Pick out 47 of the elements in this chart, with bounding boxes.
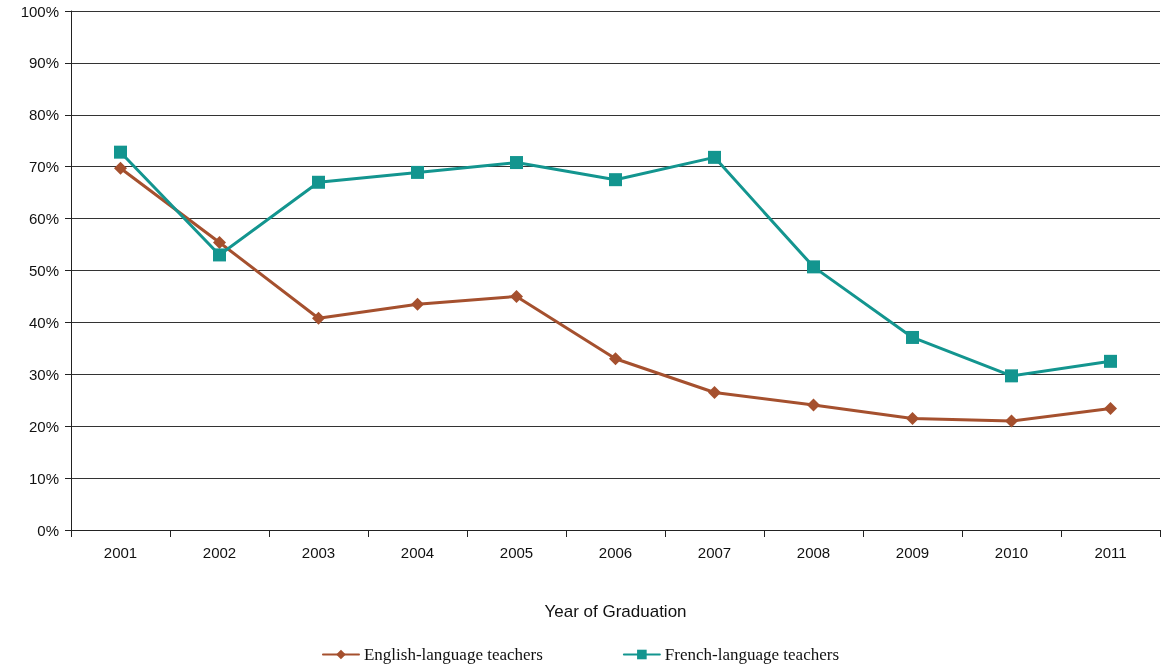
- point: [312, 175, 325, 189]
- point: [510, 156, 523, 170]
- point: [609, 352, 622, 366]
- y-tick-label: 60%: [28, 210, 59, 228]
- point: [213, 235, 226, 249]
- x-tick-label: 2007: [697, 544, 732, 561]
- x-tick-label: 2008: [796, 544, 831, 561]
- x-tick-label: 2009: [895, 544, 930, 561]
- y-tick-label: 30%: [28, 365, 59, 383]
- x-tick-label: 2011: [1094, 544, 1127, 561]
- point: [807, 260, 820, 274]
- y-tick-label: 100%: [20, 2, 59, 20]
- x-tick-label: 2010: [994, 544, 1029, 561]
- x-tick-label: 2004: [400, 544, 435, 561]
- point: [114, 145, 127, 159]
- x-tick-label: 2003: [301, 544, 336, 561]
- point: [411, 297, 424, 311]
- y-tick-label: 10%: [28, 469, 59, 487]
- y-tick-label: 0%: [37, 521, 59, 539]
- point: [609, 173, 622, 187]
- y-tick-label: 90%: [28, 54, 59, 72]
- x-axis-title: Year of Graduation: [544, 602, 687, 621]
- x-tick-label: 2005: [499, 544, 534, 561]
- x-tick-label: 2001: [103, 544, 138, 561]
- point: [213, 248, 226, 262]
- point: [1005, 414, 1018, 428]
- point: [807, 398, 820, 412]
- x-tick-label: 2002: [202, 544, 237, 561]
- y-tick-label: 40%: [28, 313, 59, 331]
- y-tick-label: 70%: [28, 158, 59, 176]
- point: [708, 150, 721, 164]
- point: [1104, 402, 1117, 416]
- point: [510, 289, 523, 303]
- point: [906, 411, 919, 425]
- point: [1005, 369, 1018, 383]
- point: [1104, 354, 1117, 368]
- legend-label: English-language teachers: [363, 645, 543, 664]
- x-tick-label: 2006: [598, 544, 633, 561]
- y-tick-label: 80%: [28, 106, 59, 124]
- point: [114, 161, 127, 175]
- point: [708, 385, 721, 399]
- point: [312, 311, 325, 325]
- point: [411, 165, 424, 179]
- y-tick-label: 20%: [28, 417, 59, 435]
- legend-label: French-language teachers: [664, 645, 840, 664]
- point: [906, 330, 919, 344]
- y-tick-label: 50%: [28, 262, 59, 279]
